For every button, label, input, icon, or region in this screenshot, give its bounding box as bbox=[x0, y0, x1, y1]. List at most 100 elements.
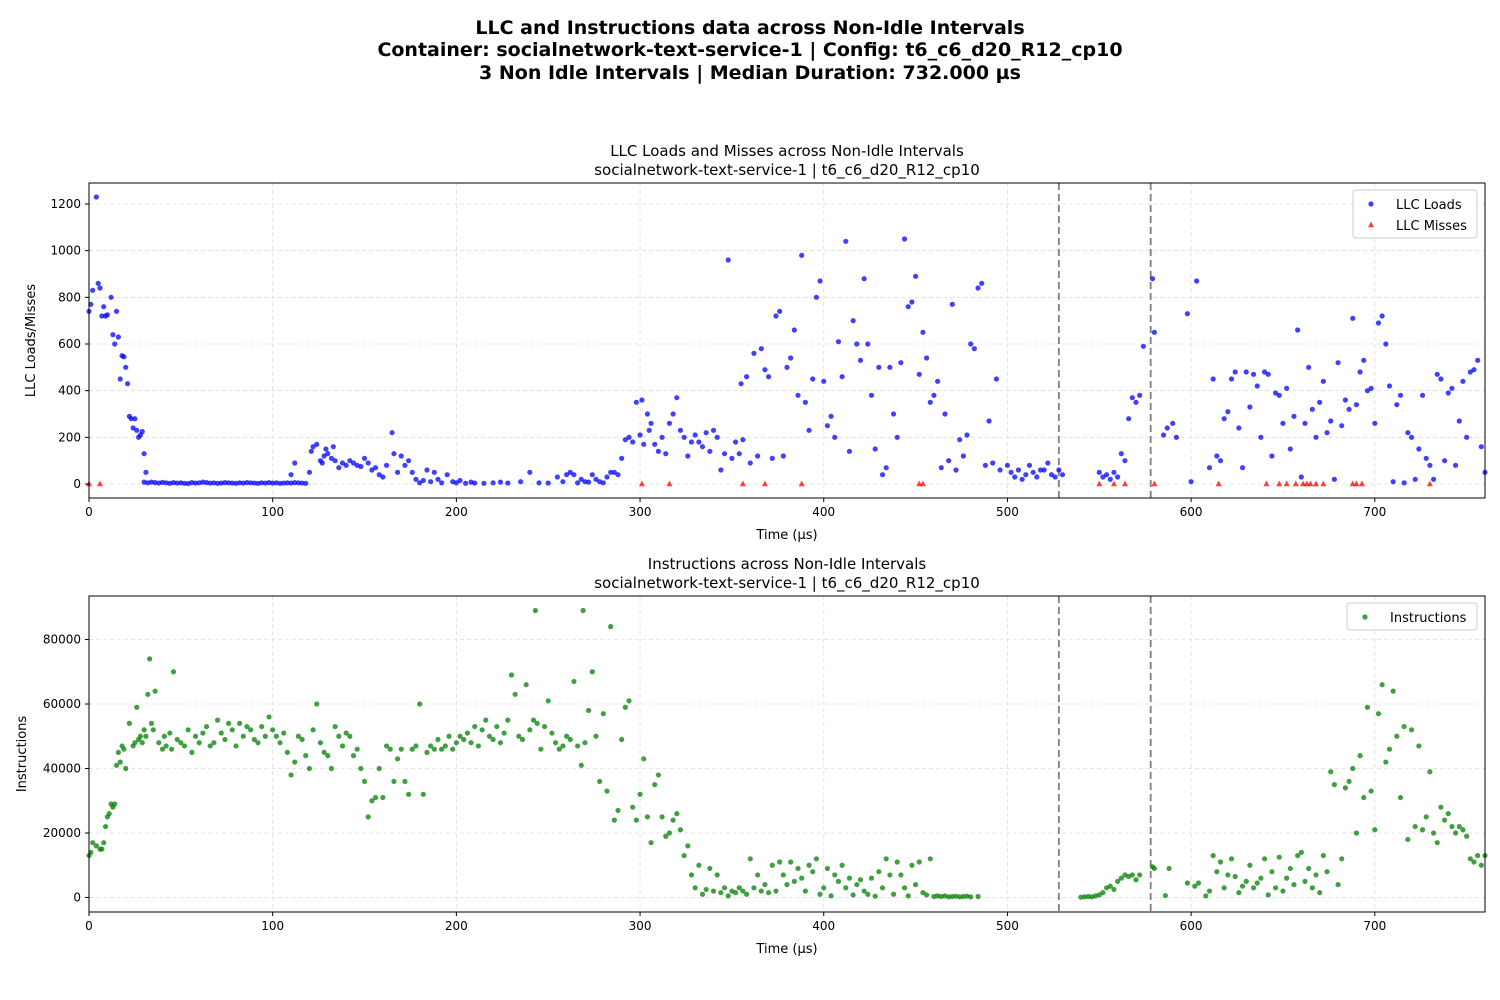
data-point bbox=[1133, 877, 1139, 883]
data-point bbox=[1137, 392, 1143, 398]
data-point bbox=[505, 717, 511, 723]
data-point bbox=[699, 891, 706, 897]
data-point bbox=[766, 890, 772, 896]
data-point bbox=[784, 364, 790, 370]
data-point bbox=[1261, 856, 1268, 862]
legend: Instructions bbox=[1346, 602, 1478, 631]
data-point bbox=[1309, 885, 1315, 891]
x-tick-label: 300 bbox=[629, 505, 652, 519]
data-point bbox=[1115, 878, 1121, 884]
data-point bbox=[1306, 364, 1312, 370]
data-point bbox=[655, 772, 662, 778]
data-point bbox=[799, 875, 805, 881]
data-point bbox=[1394, 733, 1400, 739]
data-point bbox=[325, 451, 331, 457]
data-point bbox=[766, 374, 772, 380]
data-point bbox=[145, 691, 151, 697]
data-point bbox=[1122, 458, 1128, 464]
data-point bbox=[1184, 880, 1191, 886]
data-point bbox=[1339, 423, 1345, 429]
data-point bbox=[350, 753, 357, 759]
data-point bbox=[88, 849, 94, 855]
data-point bbox=[710, 427, 717, 433]
data-point bbox=[758, 888, 764, 894]
data-point bbox=[394, 756, 401, 762]
data-point bbox=[696, 862, 702, 868]
data-point bbox=[905, 304, 911, 310]
data-point bbox=[894, 434, 900, 440]
data-point bbox=[1357, 753, 1363, 759]
data-point bbox=[663, 833, 669, 839]
data-point bbox=[1335, 360, 1341, 366]
data-point bbox=[308, 448, 314, 454]
data-point bbox=[424, 467, 430, 473]
data-point bbox=[1217, 859, 1224, 865]
data-point bbox=[1034, 474, 1040, 480]
data-point bbox=[935, 378, 941, 384]
data-point bbox=[1166, 865, 1172, 872]
data-point bbox=[1324, 869, 1330, 875]
data-point bbox=[1210, 376, 1216, 382]
data-point bbox=[1324, 430, 1330, 436]
data-point bbox=[762, 881, 768, 888]
data-point bbox=[1441, 817, 1448, 823]
data-point bbox=[218, 730, 224, 736]
data-point bbox=[1328, 769, 1334, 775]
chart-subtitle: socialnetwork-text-service-1 | t6_c6_d20… bbox=[594, 161, 980, 180]
data-point bbox=[444, 472, 450, 478]
data-point bbox=[361, 455, 368, 461]
data-point bbox=[1350, 765, 1356, 772]
data-point bbox=[1133, 399, 1139, 405]
data-point bbox=[325, 753, 331, 759]
data-point bbox=[545, 698, 551, 704]
data-point bbox=[169, 746, 175, 752]
data-point bbox=[685, 843, 691, 849]
data-point bbox=[806, 862, 812, 868]
data-point bbox=[292, 759, 298, 765]
data-point bbox=[457, 477, 463, 484]
data-point bbox=[1228, 376, 1235, 382]
data-point bbox=[394, 469, 401, 475]
data-point bbox=[398, 746, 404, 752]
data-point bbox=[406, 458, 412, 464]
data-point bbox=[552, 740, 559, 746]
data-point bbox=[284, 749, 290, 755]
data-point bbox=[1111, 469, 1117, 475]
data-point bbox=[1339, 856, 1345, 862]
data-point bbox=[181, 480, 188, 486]
data-point bbox=[1419, 827, 1426, 833]
data-point bbox=[824, 423, 831, 429]
data-point bbox=[1307, 480, 1314, 487]
x-tick-label: 600 bbox=[1180, 919, 1203, 933]
data-point bbox=[615, 472, 621, 478]
data-point bbox=[391, 778, 397, 785]
data-point bbox=[1386, 383, 1393, 389]
data-point bbox=[1232, 873, 1238, 880]
y-axis-label: LLC Loads/Misses bbox=[24, 284, 39, 397]
data-point bbox=[339, 743, 346, 749]
data-point bbox=[380, 474, 386, 480]
data-point bbox=[319, 460, 325, 466]
data-point bbox=[1096, 480, 1103, 487]
chart-title: LLC Loads and Misses across Non-Idle Int… bbox=[610, 142, 964, 160]
data-point bbox=[968, 341, 974, 347]
data-point bbox=[710, 888, 717, 894]
data-point bbox=[791, 878, 797, 884]
data-point bbox=[417, 701, 423, 707]
data-point bbox=[993, 376, 1000, 382]
data-point bbox=[1358, 480, 1365, 487]
data-point bbox=[1467, 856, 1473, 862]
data-point bbox=[376, 765, 382, 772]
data-point bbox=[1397, 392, 1404, 398]
data-point bbox=[380, 794, 386, 801]
data-point bbox=[619, 455, 625, 461]
data-point bbox=[354, 746, 360, 752]
data-point bbox=[604, 474, 610, 480]
data-point bbox=[323, 446, 329, 452]
data-point bbox=[527, 469, 533, 475]
data-point bbox=[139, 740, 145, 746]
data-point bbox=[389, 430, 395, 436]
data-point bbox=[648, 840, 654, 846]
data-point bbox=[1206, 888, 1213, 894]
legend-marker bbox=[1368, 201, 1374, 207]
